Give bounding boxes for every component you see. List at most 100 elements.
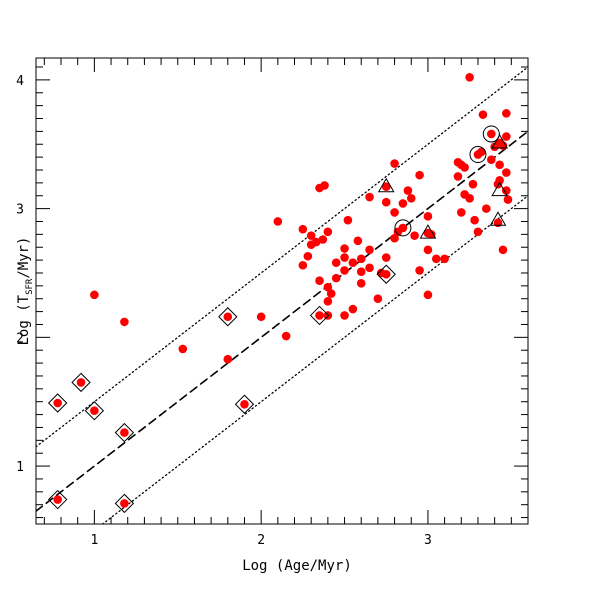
reference-line-dotted-1 — [36, 66, 528, 448]
data-point — [390, 208, 399, 217]
data-point — [120, 317, 129, 327]
data-point — [381, 182, 391, 192]
data-point — [415, 266, 424, 275]
data-point — [315, 311, 324, 320]
diamond-marker — [47, 393, 68, 413]
reference-line-dotted-2 — [101, 195, 528, 524]
y-tick-label: 1 — [16, 460, 24, 475]
data-point — [320, 181, 329, 190]
data-point — [311, 237, 321, 247]
data-point — [356, 278, 366, 288]
axis-ticks — [36, 58, 529, 524]
data-point — [223, 312, 233, 322]
diamond-marker — [218, 307, 238, 327]
data-point — [373, 294, 383, 304]
data-point — [468, 179, 478, 189]
data-point — [410, 231, 419, 240]
data-point — [76, 378, 86, 387]
data-point — [495, 175, 504, 185]
diamond-marker — [309, 305, 330, 326]
circle-marker — [469, 146, 487, 164]
data-point — [398, 223, 408, 233]
triangle-marker — [489, 211, 507, 226]
diamond-marker — [47, 489, 68, 510]
data-point — [331, 273, 341, 283]
overlay-markers — [47, 125, 509, 514]
plot-frame — [35, 57, 529, 525]
data-point — [348, 258, 358, 267]
data-point — [498, 245, 508, 255]
data-point — [423, 245, 433, 255]
data-point — [323, 282, 333, 292]
data-point — [326, 289, 336, 298]
data-point — [487, 155, 496, 164]
data-point — [365, 263, 374, 273]
x-tick-label: 3 — [424, 533, 432, 548]
data-point — [470, 215, 479, 225]
data-point — [502, 132, 511, 141]
data-point — [473, 227, 483, 237]
data-point — [381, 269, 391, 279]
reference-line-dashed-0 — [36, 130, 528, 512]
data-point — [423, 290, 433, 300]
data-point — [356, 267, 366, 276]
data-point — [331, 258, 341, 267]
data-point — [340, 244, 349, 253]
data-point — [465, 194, 474, 203]
data-point — [340, 253, 349, 262]
diamond-marker — [114, 422, 135, 443]
data-point — [460, 163, 469, 172]
data-point — [315, 276, 324, 286]
triangle-marker — [419, 224, 437, 239]
circle-marker — [394, 219, 412, 237]
data-point — [390, 159, 399, 168]
data-point — [502, 109, 511, 118]
data-point — [398, 199, 408, 208]
reference-lines — [36, 66, 528, 524]
data-point — [340, 266, 349, 275]
data-point — [487, 129, 496, 139]
data-point — [431, 254, 441, 264]
data-point — [478, 110, 488, 119]
data-point — [353, 236, 363, 246]
y-axis-label-tail: /Myr) — [16, 237, 32, 279]
x-axis-label: Log (Age/Myr) — [242, 558, 352, 574]
data-point — [390, 233, 399, 243]
data-points — [53, 73, 513, 508]
data-point — [365, 192, 374, 202]
data-point — [502, 168, 511, 177]
data-point — [456, 208, 466, 217]
data-point — [495, 160, 504, 170]
data-point — [482, 204, 491, 213]
triangle-marker — [377, 177, 395, 193]
data-point — [403, 186, 413, 195]
y-tick-label: 3 — [16, 203, 24, 218]
data-point — [381, 253, 391, 262]
data-point — [423, 212, 433, 221]
data-point — [381, 197, 391, 207]
y-tick-label: 4 — [16, 74, 24, 89]
x-tick-label: 1 — [90, 533, 98, 548]
triangle-marker — [491, 133, 509, 149]
data-point — [53, 495, 62, 504]
y-tick-label: 2 — [16, 331, 24, 346]
data-point — [503, 195, 513, 204]
data-point — [298, 260, 308, 270]
data-point — [298, 224, 308, 234]
data-point — [453, 172, 463, 181]
data-point — [90, 406, 99, 416]
triangle-marker — [491, 181, 509, 197]
data-point — [240, 399, 249, 409]
data-point — [281, 331, 291, 341]
data-point — [256, 312, 266, 322]
data-point — [120, 428, 129, 437]
data-point — [343, 215, 353, 225]
data-point — [323, 296, 333, 306]
data-point — [493, 218, 503, 228]
data-point — [477, 147, 486, 157]
data-point — [273, 217, 283, 226]
data-point — [440, 254, 449, 264]
data-point — [502, 186, 511, 195]
data-point — [90, 290, 99, 300]
x-tick-label: 2 — [257, 533, 265, 548]
